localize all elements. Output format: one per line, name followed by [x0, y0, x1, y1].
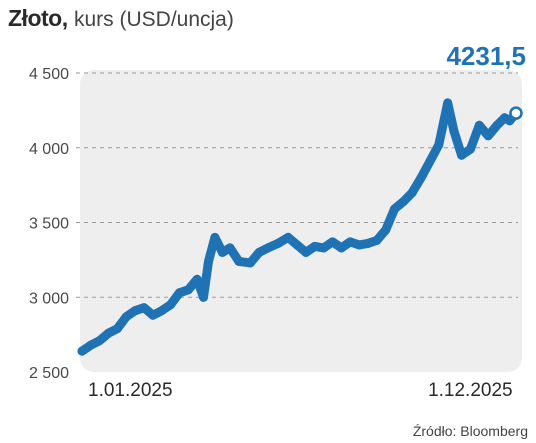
- data-point: [416, 173, 426, 183]
- data-point: [86, 340, 96, 350]
- y-tick-label: 4 500: [29, 66, 69, 83]
- data-point: [310, 241, 320, 251]
- y-tick-label: 3 500: [29, 216, 69, 233]
- data-point: [148, 310, 158, 320]
- x-tick-label: 1.01.2025: [88, 380, 173, 401]
- data-point: [336, 243, 346, 253]
- data-point: [95, 336, 105, 346]
- data-point: [199, 292, 208, 302]
- y-tick-label: 2 500: [29, 365, 69, 382]
- data-point: [112, 324, 122, 334]
- data-point: [381, 225, 391, 235]
- data-point: [292, 240, 302, 250]
- data-point: [273, 238, 283, 248]
- data-point: [443, 98, 453, 108]
- data-point: [345, 237, 355, 247]
- data-point: [492, 120, 502, 130]
- chart-title-main: Złoto,: [8, 5, 68, 31]
- plot-area: [80, 70, 522, 372]
- data-point: [121, 312, 131, 322]
- data-point: [225, 243, 235, 253]
- data-point: [245, 258, 255, 268]
- y-tick-label: 4 000: [29, 141, 69, 158]
- data-point: [505, 116, 515, 126]
- data-point: [210, 232, 220, 242]
- data-point: [363, 238, 373, 248]
- chart-title: Złoto, kurs (USD/uncja): [8, 3, 234, 35]
- y-tick-label: 3 000: [29, 290, 69, 307]
- data-point: [192, 274, 202, 284]
- data-point: [434, 140, 444, 150]
- last-value-label: 4231,5: [446, 41, 526, 71]
- data-point: [104, 328, 114, 338]
- data-point: [483, 131, 493, 141]
- data-point: [217, 247, 227, 257]
- data-point: [166, 300, 176, 310]
- data-point: [254, 247, 264, 257]
- data-point: [174, 288, 184, 298]
- data-point: [301, 247, 311, 257]
- data-point: [234, 256, 244, 266]
- data-point: [390, 204, 399, 214]
- data-point: [130, 306, 140, 316]
- data-point: [77, 346, 87, 356]
- data-point: [204, 256, 213, 266]
- data-point: [157, 306, 167, 316]
- source-note: Źródło: Bloomberg: [412, 423, 528, 439]
- data-point: [425, 156, 435, 166]
- last-value-marker: [509, 106, 523, 120]
- data-point: [319, 243, 329, 253]
- data-point: [139, 303, 149, 313]
- data-point: [263, 243, 273, 253]
- data-point: [474, 120, 484, 130]
- data-point: [183, 285, 193, 295]
- data-point: [457, 150, 467, 160]
- chart-title-unit: kurs (USD/uncja): [73, 8, 234, 31]
- data-point: [328, 237, 337, 247]
- data-point: [407, 188, 417, 198]
- data-point: [283, 232, 293, 242]
- data-point: [398, 197, 408, 207]
- x-tick-label: 1.12.2025: [428, 380, 513, 401]
- price-line: [77, 98, 521, 356]
- data-point: [372, 235, 382, 245]
- data-point: [465, 144, 475, 154]
- data-point: [354, 240, 364, 250]
- data-point: [449, 126, 459, 136]
